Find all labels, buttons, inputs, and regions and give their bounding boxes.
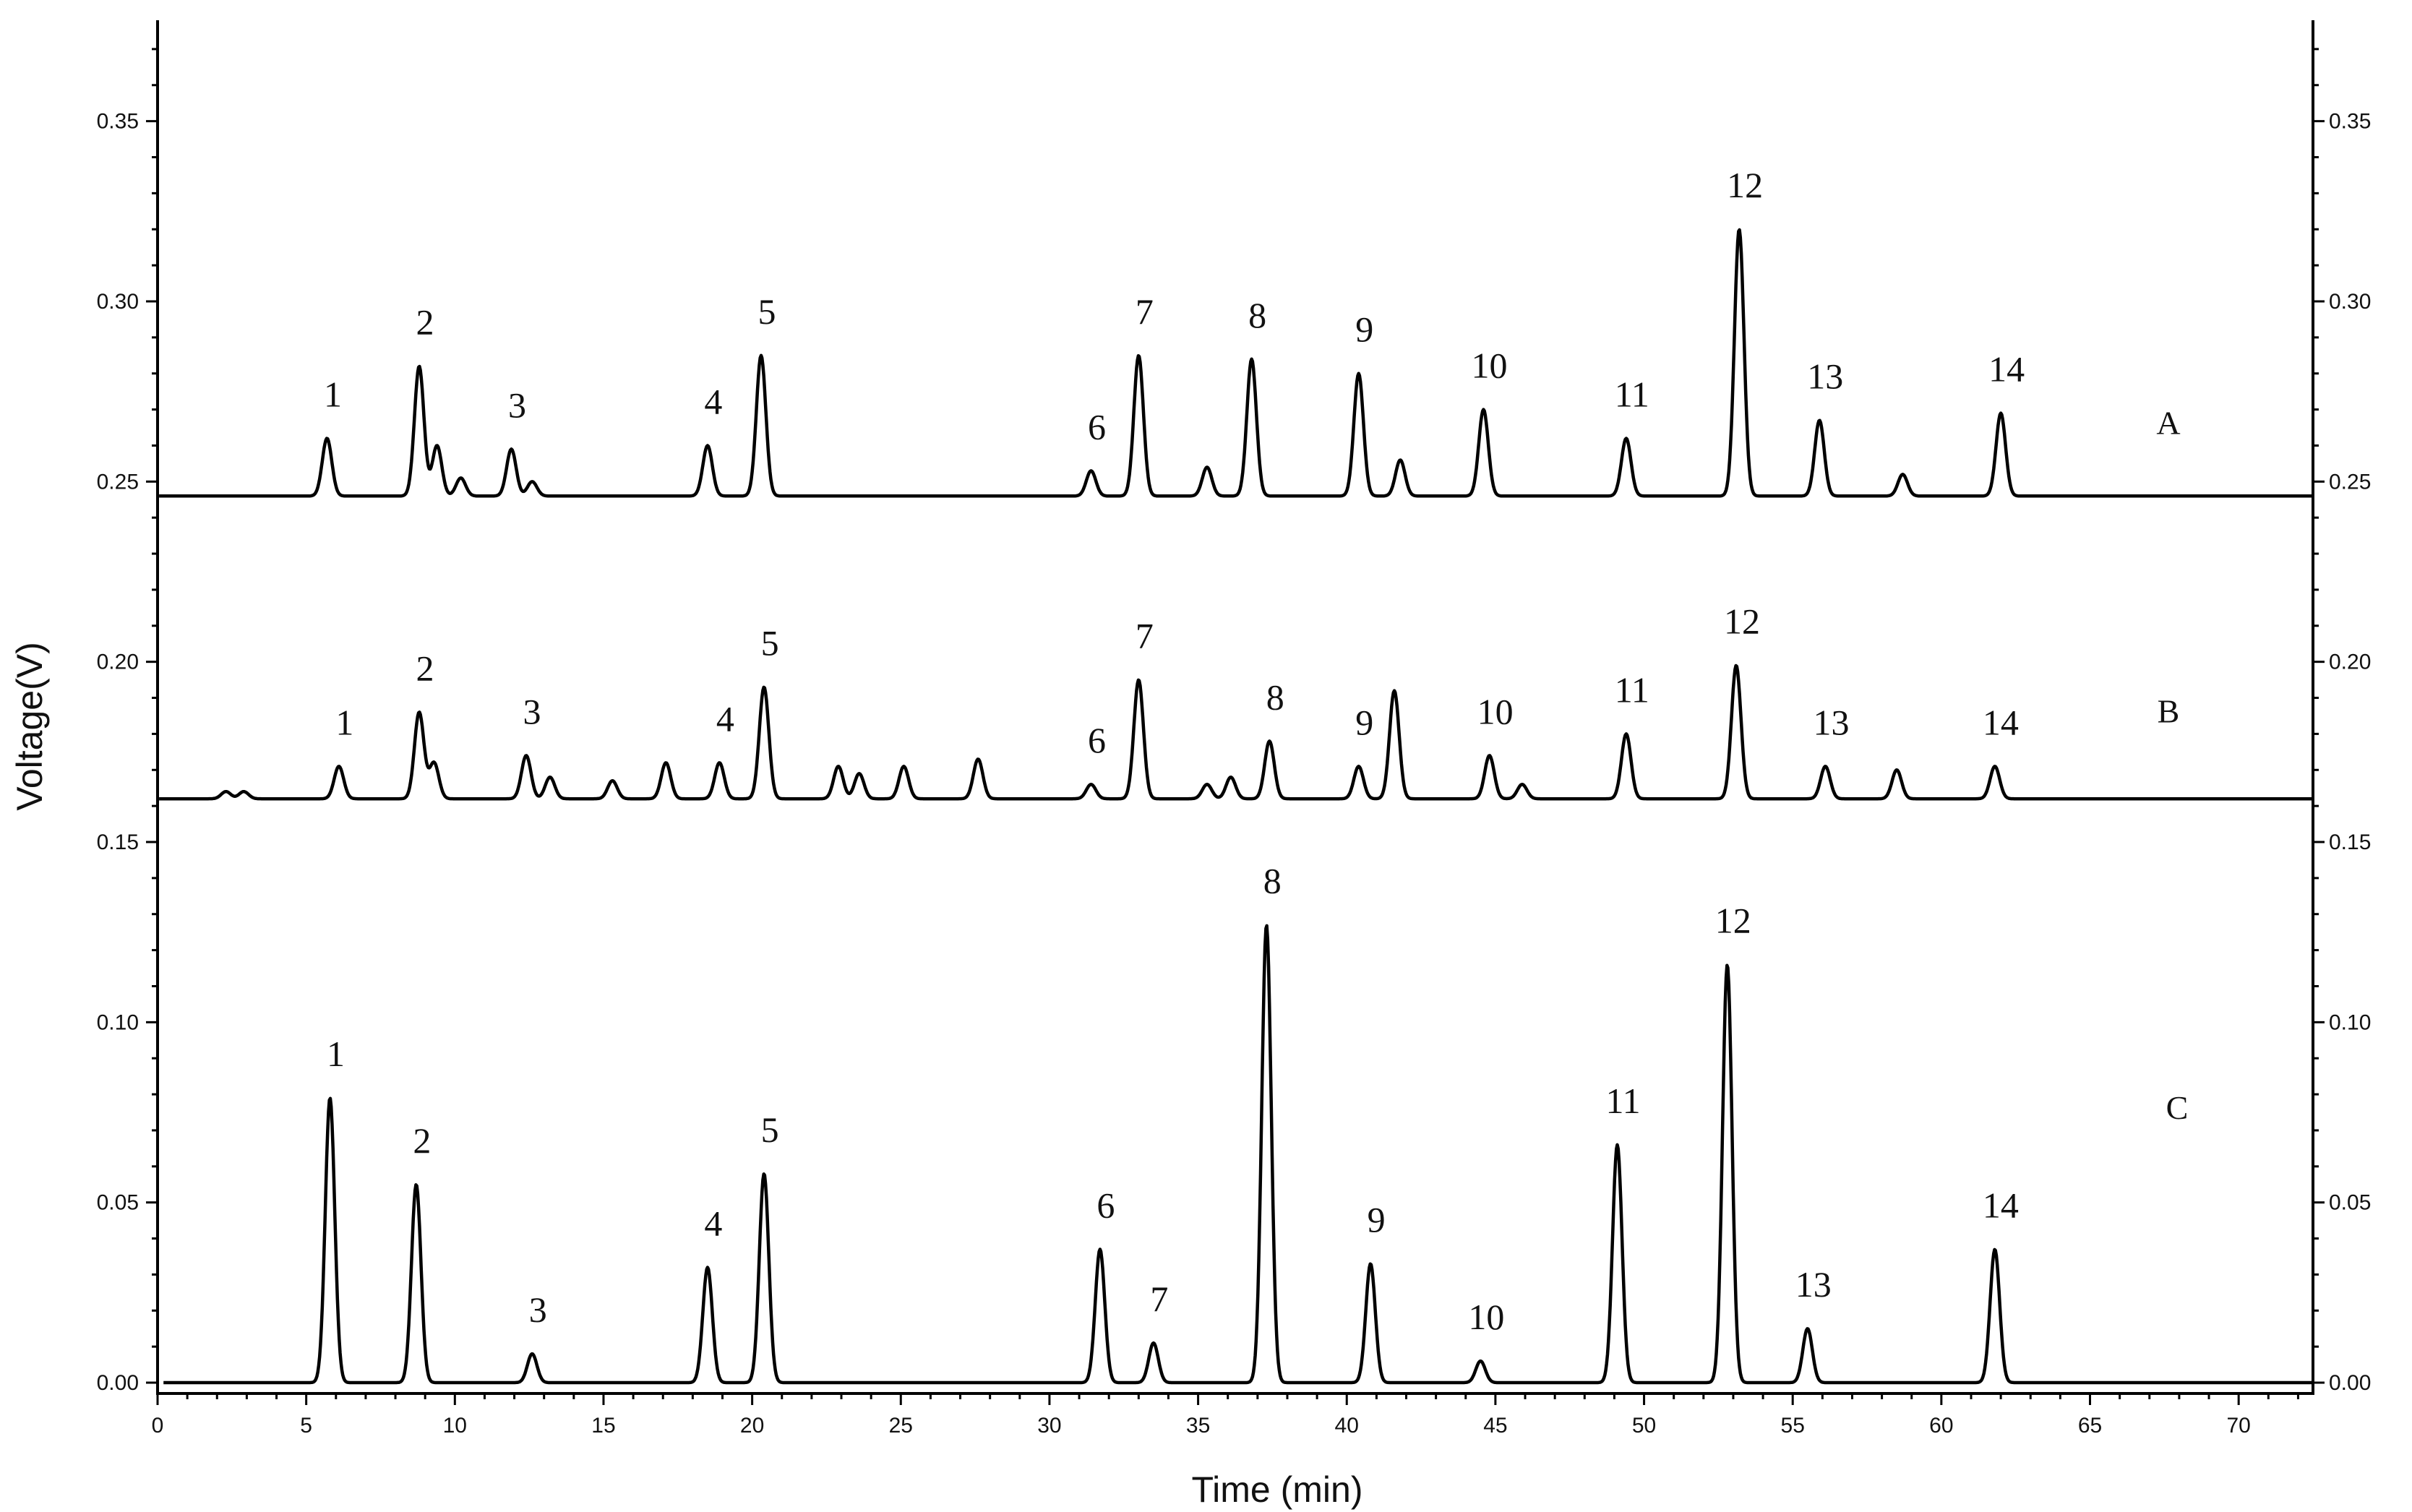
x-tick-label: 10	[443, 1414, 467, 1438]
peak-label: 8	[1266, 676, 1284, 717]
peak-label: 9	[1368, 1199, 1386, 1240]
y-tick-label: 0.20	[97, 650, 139, 674]
x-tick-label: 20	[740, 1414, 764, 1438]
tick-labels: 0 5 10 15 20 25 30 35 40 45 50 55 60 65 700.00 0.000.05…	[97, 110, 2372, 1438]
y-right-tick-label: 0.30	[2329, 290, 2371, 314]
peak-label: 3	[523, 691, 541, 731]
y-right-tick-label: 0.25	[2329, 470, 2371, 494]
peak-label: 3	[508, 385, 526, 425]
y-tick-label: 0.05	[97, 1191, 139, 1215]
y-right-tick-label: 0.05	[2329, 1191, 2371, 1215]
y-tick-label: 0.30	[97, 290, 139, 314]
trace-label: B	[2158, 692, 2180, 729]
peak-label: 2	[416, 648, 434, 688]
peak-label: 3	[529, 1289, 547, 1330]
peak-label: 7	[1136, 291, 1154, 332]
peak-label: 6	[1088, 406, 1106, 447]
peak-label: 2	[413, 1120, 431, 1161]
x-tick-label: 15	[591, 1414, 615, 1438]
peak-label: 14	[1983, 702, 2019, 742]
peak-label: 11	[1615, 669, 1649, 710]
x-axis-title: Time (min)	[1191, 1469, 1362, 1510]
x-tick-label: 30	[1037, 1414, 1061, 1438]
traces	[158, 228, 2313, 1385]
y-right-tick-label: 0.20	[2329, 650, 2371, 674]
x-tick-label: 50	[1632, 1414, 1656, 1438]
peak-label: 14	[1988, 349, 2025, 390]
axes	[146, 20, 2325, 1405]
y-right-tick-label: 0.35	[2329, 110, 2371, 134]
peak-label: 11	[1605, 1081, 1640, 1121]
y-right-tick-label: 0.00	[2329, 1371, 2371, 1395]
y-right-tick-label: 0.15	[2329, 830, 2371, 854]
x-tick-label: 70	[2226, 1414, 2250, 1438]
peak-label: 10	[1471, 345, 1507, 386]
peak-label: 4	[704, 1203, 722, 1243]
x-tick-label: 35	[1186, 1414, 1210, 1438]
peak-label: 12	[1727, 165, 1763, 205]
trace-label: C	[2166, 1089, 2189, 1126]
peak-label: 5	[757, 291, 776, 332]
peak-label: 1	[327, 1034, 345, 1074]
peak-label: 13	[1807, 356, 1843, 397]
x-tick-label: 60	[1929, 1414, 1953, 1438]
x-tick-label: 55	[1781, 1414, 1805, 1438]
axis-frame	[156, 20, 2314, 1395]
y-tick-label: 0.10	[97, 1010, 139, 1034]
peak-label: 13	[1795, 1264, 1832, 1305]
x-tick-label: 25	[889, 1414, 913, 1438]
peak-label: 8	[1248, 295, 1266, 335]
peak-label: 4	[704, 381, 722, 421]
peak-label: 5	[761, 1109, 779, 1150]
peak-label: 12	[1724, 601, 1760, 642]
x-tick-label: 5	[300, 1414, 312, 1438]
peak-label: 7	[1150, 1279, 1168, 1319]
x-tick-label: 0	[152, 1414, 164, 1438]
peak-label: 6	[1088, 720, 1106, 760]
x-tick-label: 65	[2078, 1414, 2102, 1438]
y-tick-label: 0.25	[97, 470, 139, 494]
y-axis-title: Voltage(V)	[9, 642, 50, 810]
peak-label: 2	[416, 302, 434, 343]
trace-label: A	[2156, 405, 2180, 442]
peak-label: 12	[1715, 901, 1751, 941]
peak-label: 1	[335, 702, 353, 742]
peak-label: 10	[1477, 691, 1514, 731]
y-right-tick-label: 0.10	[2329, 1010, 2371, 1034]
y-tick-label: 0.35	[97, 110, 139, 134]
y-tick-label: 0.15	[97, 830, 139, 854]
peak-label: 4	[716, 698, 734, 739]
y-tick-label: 0.00	[97, 1371, 139, 1395]
peak-label: 14	[1983, 1185, 2019, 1226]
peak-label: 5	[761, 623, 779, 663]
peak-label: 9	[1355, 702, 1373, 742]
peak-label: 1	[324, 374, 342, 414]
peak-label: 6	[1096, 1185, 1115, 1226]
peak-label: 7	[1136, 616, 1154, 656]
peak-label: 8	[1263, 861, 1282, 901]
x-tick-label: 40	[1335, 1414, 1359, 1438]
trace-c	[163, 924, 2313, 1385]
peak-label: 11	[1615, 374, 1649, 414]
peak-label: 9	[1355, 309, 1373, 350]
x-tick-label: 45	[1483, 1414, 1507, 1438]
peak-label: 13	[1813, 702, 1849, 742]
peak-label: 10	[1468, 1297, 1504, 1337]
trace-a	[158, 228, 2313, 498]
trace-b	[158, 663, 2313, 801]
